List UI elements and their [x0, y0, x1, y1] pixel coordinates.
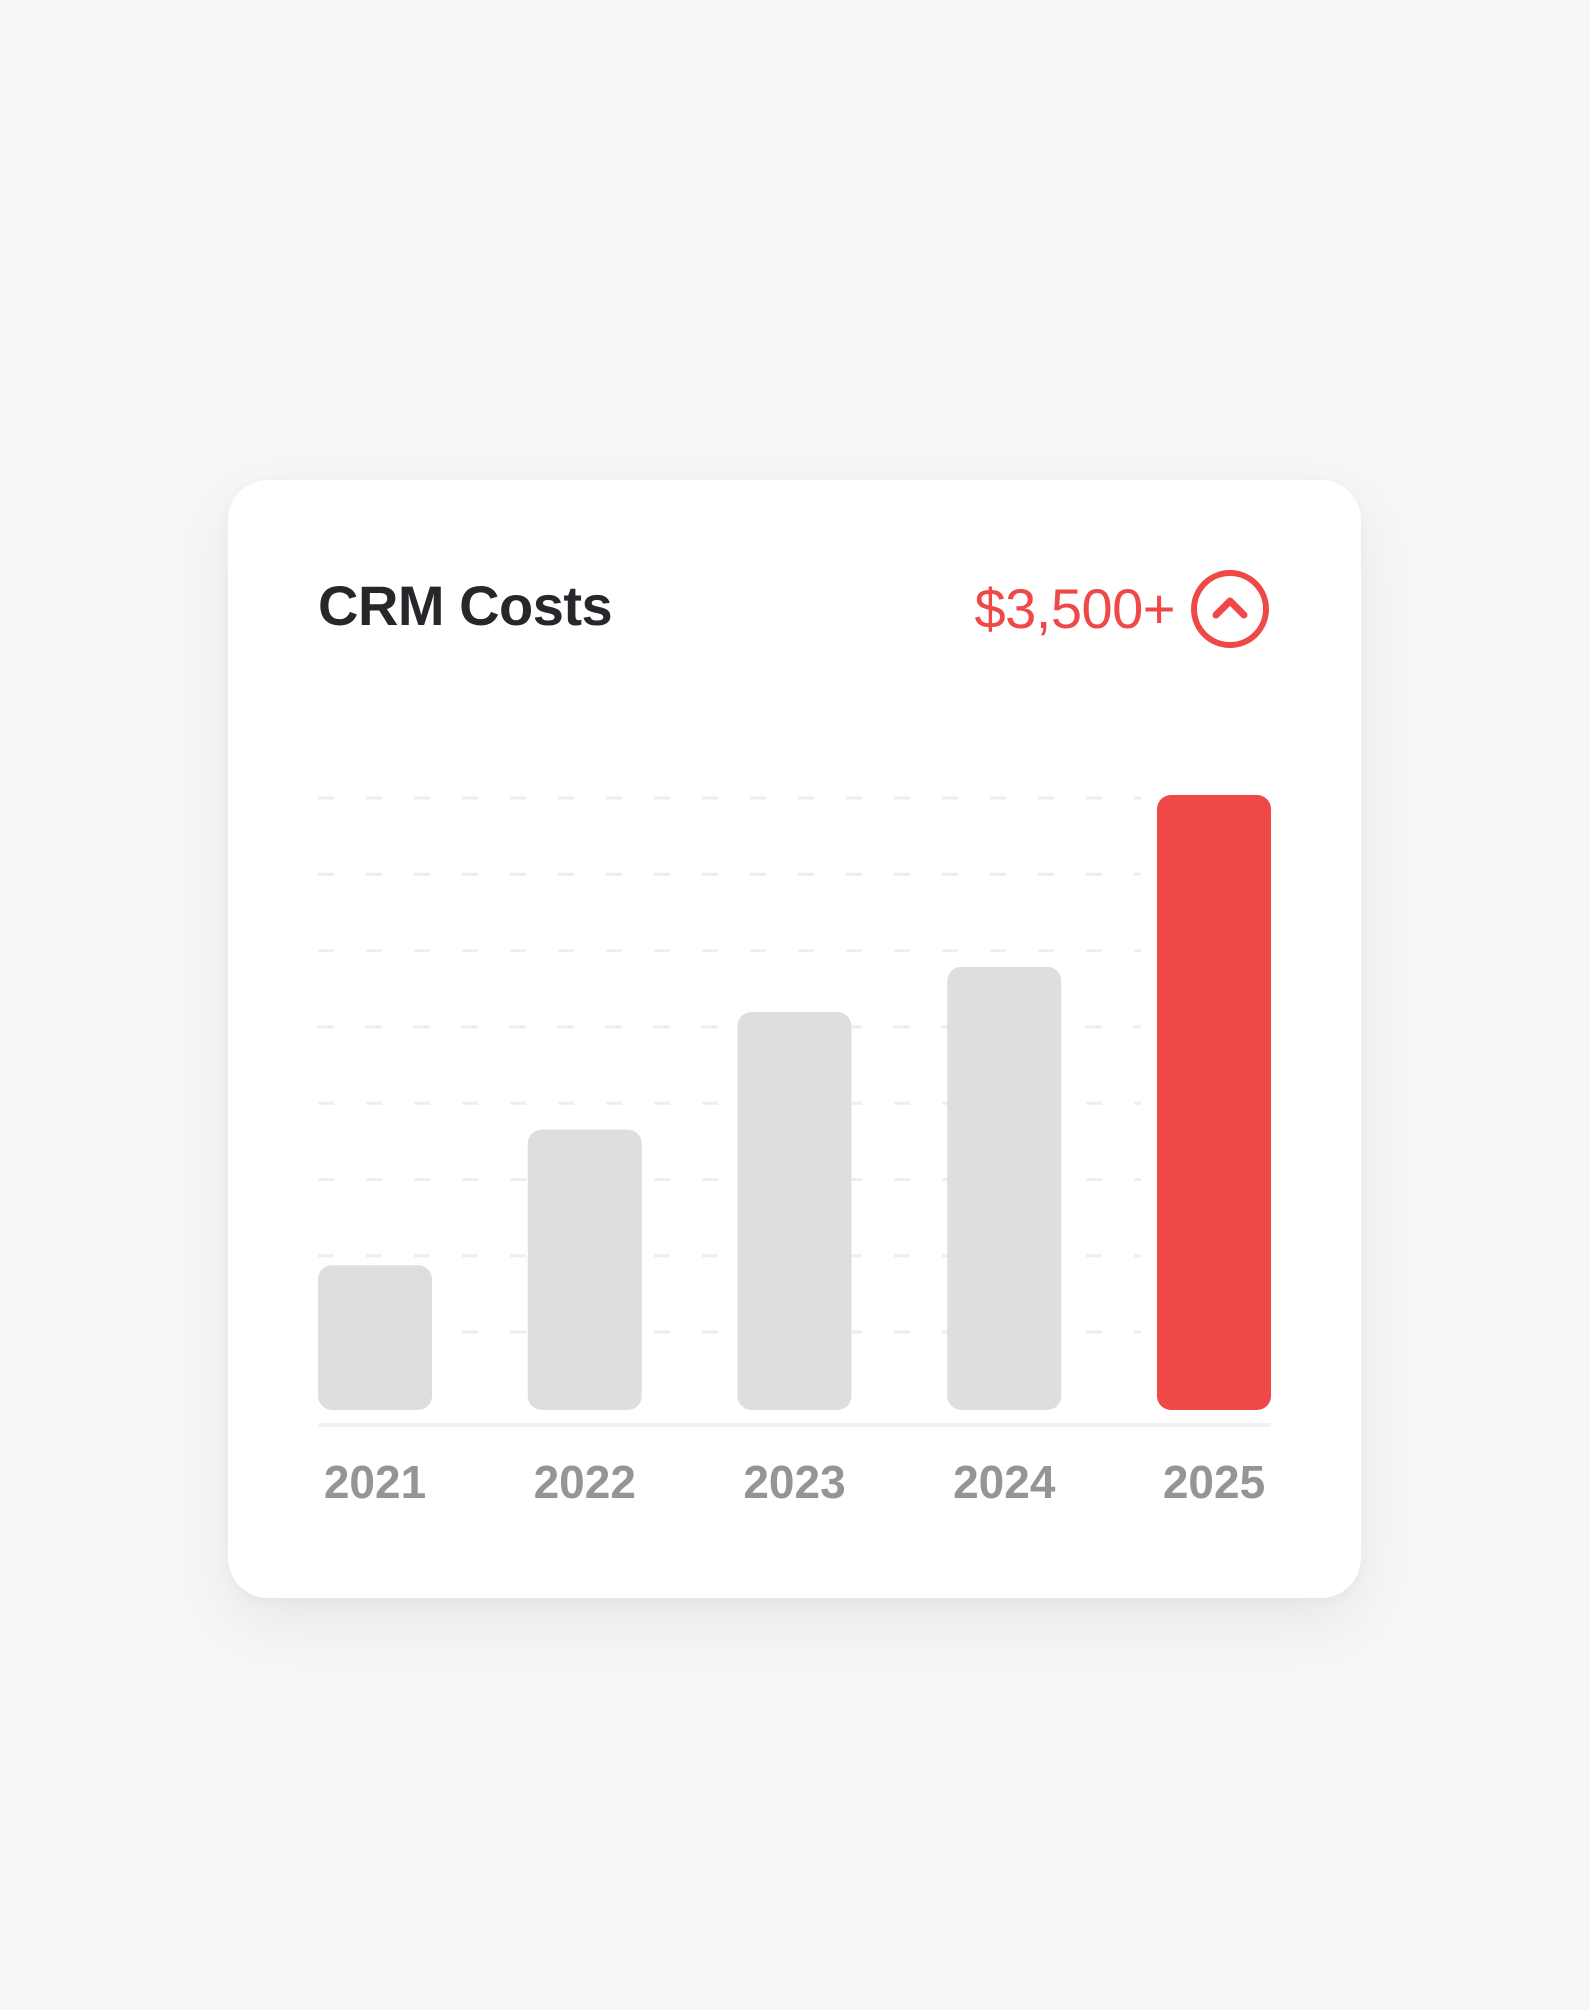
chevron-up-circle-icon[interactable]	[1189, 568, 1271, 650]
bar-chart: 2021 2022 2023 2024 2025	[318, 795, 1271, 1508]
total-summary: $3,500+	[975, 568, 1271, 650]
bar-2025[interactable]	[1157, 795, 1271, 1410]
x-tick-label-2022: 2022	[534, 1456, 636, 1508]
bar-2024[interactable]	[947, 966, 1062, 1410]
bar-2022[interactable]	[527, 1129, 642, 1410]
x-tick-label-2025: 2025	[1163, 1456, 1265, 1508]
bar-2023[interactable]	[737, 1012, 852, 1410]
total-value: $3,500+	[974, 577, 1176, 640]
x-tick-label-2021: 2021	[324, 1456, 426, 1508]
bar-2021[interactable]	[318, 1265, 432, 1410]
x-tick-label-2023: 2023	[743, 1456, 845, 1508]
x-tick-label-2024: 2024	[953, 1456, 1056, 1508]
chart-card: CRM Costs $3,500+ 2021 2022 2023 2024 2025	[228, 480, 1361, 1598]
card-title: CRM Costs	[318, 574, 613, 637]
